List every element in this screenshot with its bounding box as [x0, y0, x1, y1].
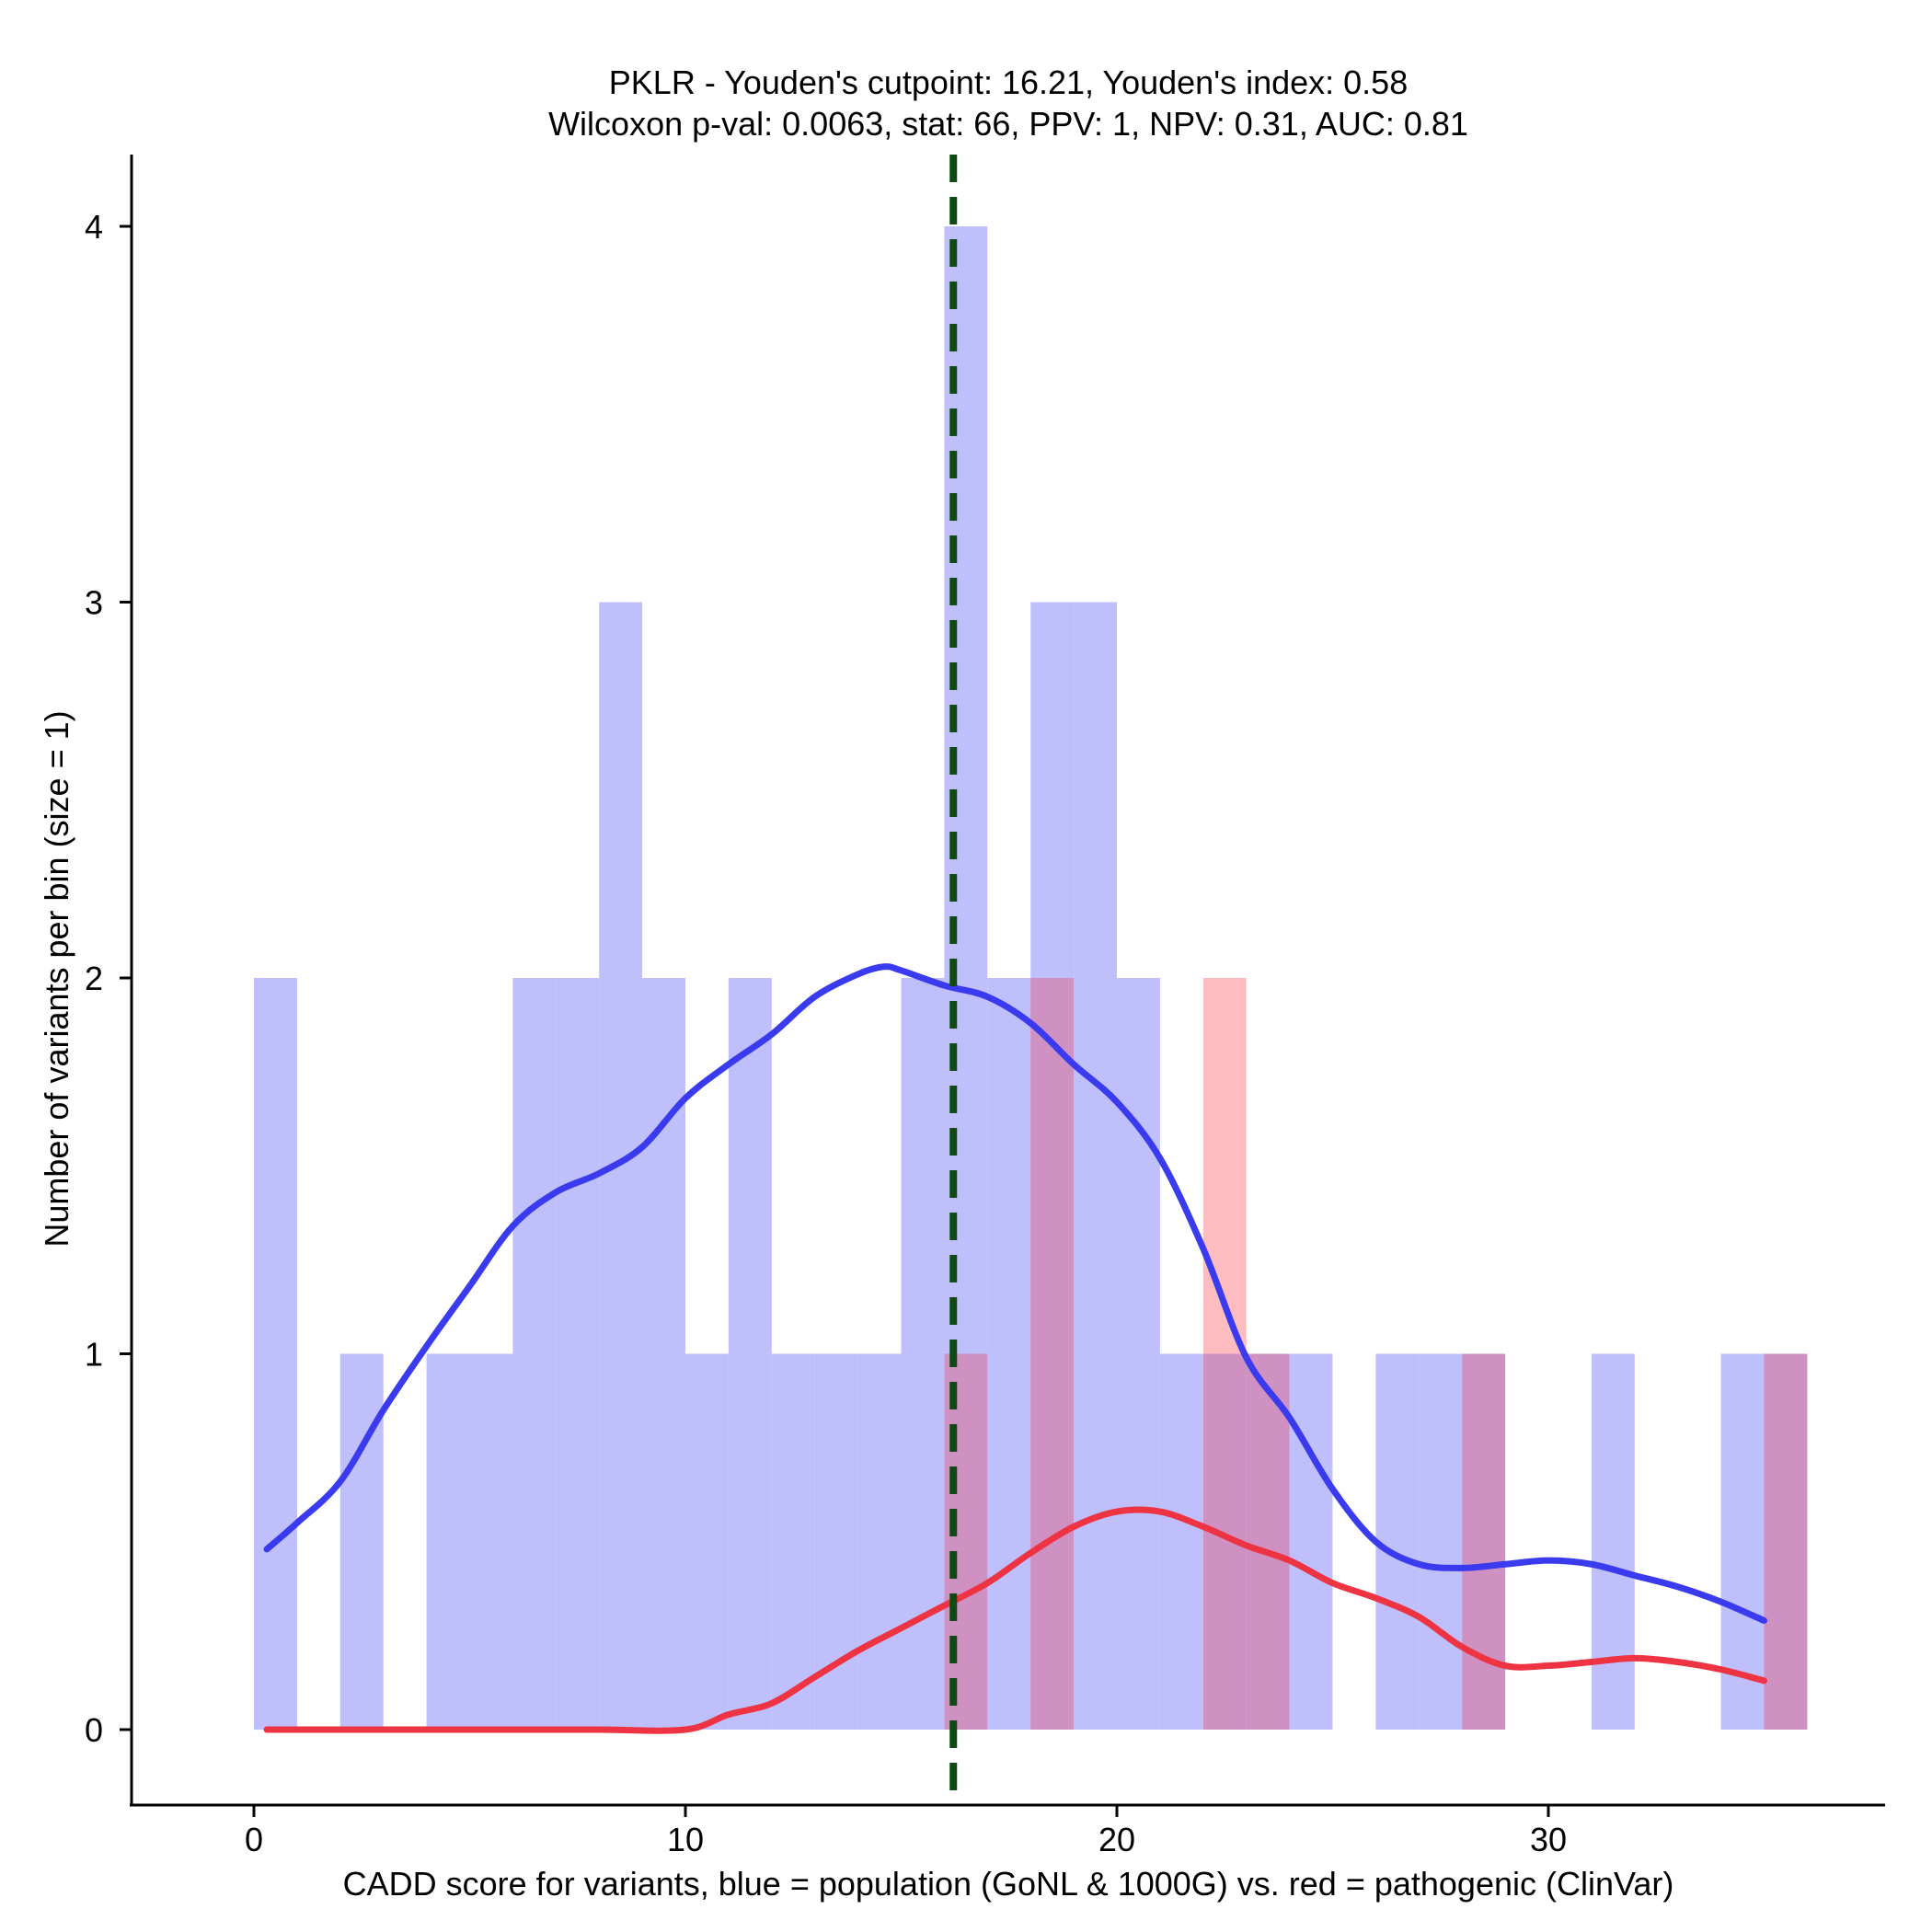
y-tick-label: 3 — [85, 584, 103, 622]
x-tick-label: 10 — [667, 1821, 704, 1858]
population-density-line — [263, 963, 1767, 1625]
pathogenic-bar — [1202, 978, 1247, 1354]
overlap-bar — [1462, 1353, 1506, 1730]
population-bar — [339, 1353, 384, 1730]
y-tick-label: 0 — [85, 1711, 103, 1749]
pathogenic-density-line — [263, 1506, 1767, 1734]
population-bar — [254, 978, 297, 1730]
overlap-bar — [1246, 1353, 1290, 1730]
overlap-bar — [1764, 1353, 1808, 1730]
population-bar — [1289, 1353, 1333, 1730]
overlap-bars — [944, 978, 1808, 1730]
overlap-bar — [1030, 978, 1075, 1730]
population-bar — [1720, 1353, 1765, 1730]
population-bar — [599, 602, 643, 1730]
population-bar — [1419, 1353, 1463, 1730]
population-bar — [771, 1353, 815, 1730]
chart-title-line1: PKLR - Youden's cutpoint: 16.21, Youden'… — [609, 63, 1408, 101]
population-bar — [1074, 602, 1117, 1730]
population-bar — [1375, 1353, 1420, 1730]
population-bar — [1591, 1353, 1635, 1730]
population-bar — [728, 978, 772, 1730]
overlap-bar — [944, 1353, 988, 1730]
y-tick-label: 1 — [85, 1336, 103, 1374]
y-ticks: 0 1 2 3 4 — [85, 208, 132, 1749]
population-bar — [901, 978, 945, 1730]
population-bar — [1159, 1353, 1203, 1730]
y-tick-label: 4 — [85, 208, 103, 246]
population-bar — [469, 1353, 513, 1730]
population-bar — [642, 978, 685, 1730]
y-tick-label: 2 — [85, 960, 103, 997]
x-axis-label: CADD score for variants, blue = populati… — [343, 1865, 1674, 1903]
x-tick-label: 30 — [1530, 1821, 1567, 1858]
y-axis-label: Number of variants per bin (size = 1) — [38, 710, 75, 1247]
x-tick-label: 0 — [245, 1821, 263, 1858]
population-bar — [857, 1353, 902, 1730]
population-bar — [987, 978, 1031, 1730]
population-bar — [426, 1353, 470, 1730]
population-bar — [556, 978, 600, 1730]
axes — [130, 155, 1885, 1807]
pathogenic-bars — [1202, 978, 1247, 1354]
chart-title-line2: Wilcoxon p-val: 0.0063, stat: 66, PPV: 1… — [548, 105, 1468, 143]
x-tick-label: 20 — [1098, 1821, 1135, 1858]
population-bar — [512, 978, 557, 1730]
x-ticks: 0 10 20 30 — [245, 1805, 1567, 1858]
population-bar — [1117, 978, 1160, 1730]
density-lines — [263, 963, 1767, 1734]
population-bar — [685, 1353, 729, 1730]
